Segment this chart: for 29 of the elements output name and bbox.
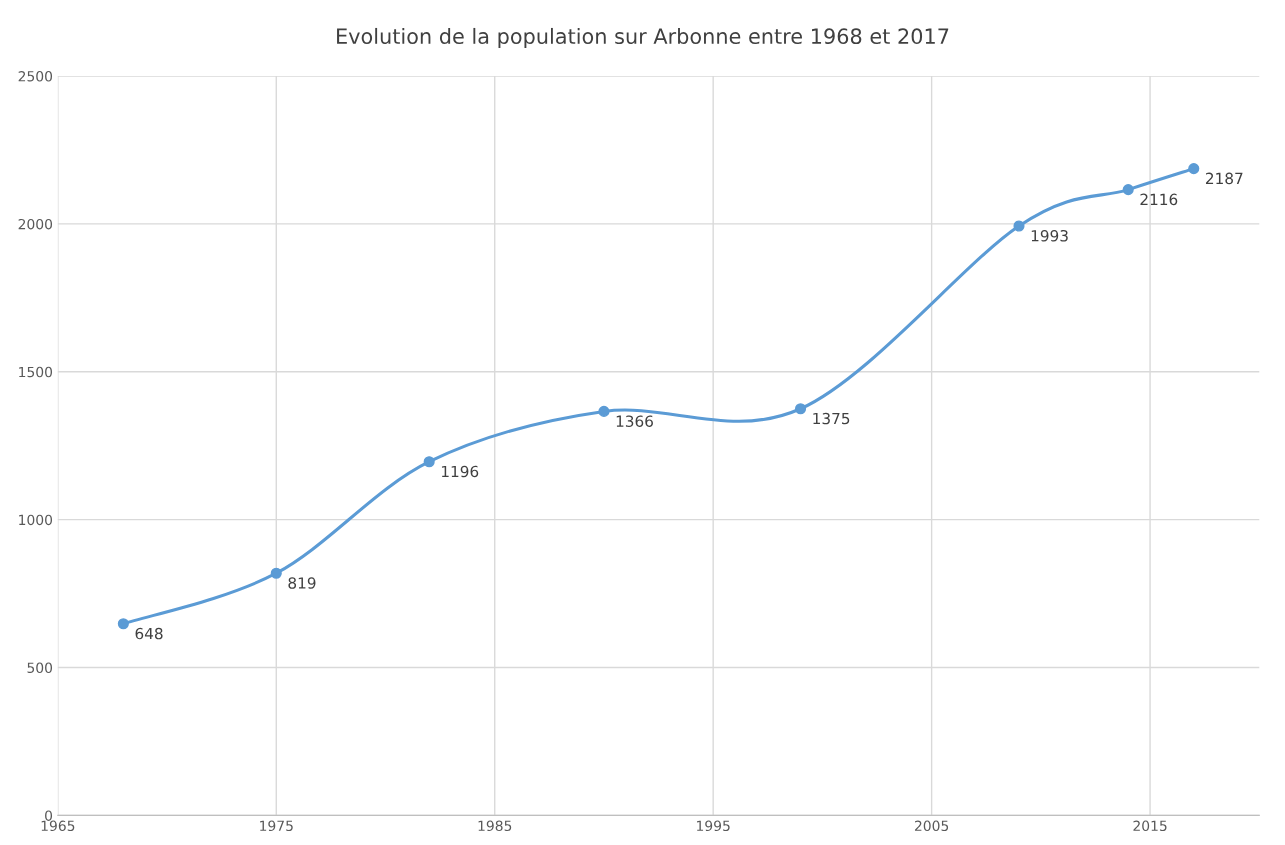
point [1122,184,1134,196]
point [1188,163,1200,175]
y-tick-label: 1500 [19,366,53,378]
data-label: 1366 [616,415,653,427]
y-tick-label: 500 [27,662,53,674]
x-tick-label: 1975 [260,820,293,832]
x-tick-label: 2015 [1133,820,1167,832]
y-tick-label: 0 [45,810,53,821]
point [1013,220,1025,232]
x-tick-label: 1985 [478,820,512,832]
point [117,618,129,630]
point [794,403,807,415]
x-tick-label: 1995 [697,820,730,832]
data-label: 1196 [441,465,479,478]
data-label: 819 [288,577,316,589]
x-tick-label: 1965 [41,820,75,832]
data-label: 2116 [1140,193,1178,206]
y-tick-label: 2500 [18,71,53,82]
point [423,456,435,468]
y-tick-label: 1000 [19,514,53,526]
data-label: 1375 [813,412,850,425]
data-label: 1993 [1031,229,1068,242]
point [598,405,610,417]
data-label: 648 [135,627,163,640]
chart-title: Evolution de la population sur Arbonne entre 1968 et 2017 [337,27,949,49]
point [270,567,282,579]
x-tick-label: 2005 [914,820,949,832]
data-label: 2187 [1206,172,1243,185]
y-tick-label: 2000 [18,218,53,230]
